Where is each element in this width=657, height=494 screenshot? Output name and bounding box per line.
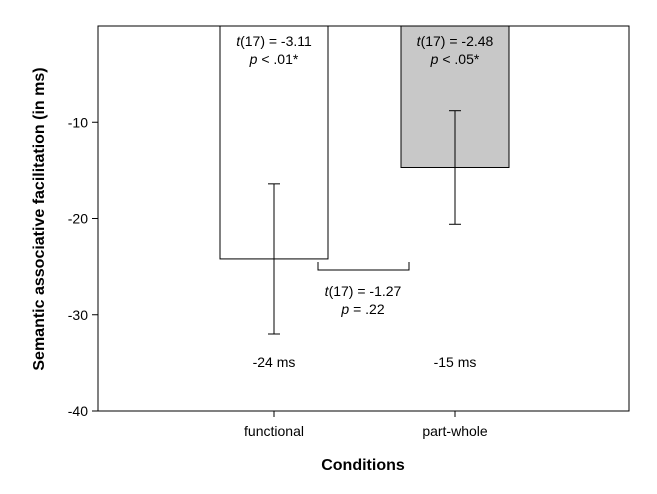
x-tick-label-part-whole: part-whole (422, 423, 488, 439)
plot-area-frame (97, 25, 630, 412)
bar-stat-t-part-whole: t(17) = -2.48 (417, 33, 494, 49)
bar-stat-p-part-whole: p < .05* (430, 51, 480, 67)
y-tick-label: -30 (68, 307, 88, 323)
comparison-bracket (317, 262, 410, 271)
value-label-functional: -24 ms (253, 354, 296, 370)
x-axis-ticks: functional part-whole (244, 411, 488, 439)
y-axis-ticks: -40 -30 -20 -10 (68, 114, 98, 419)
bar-stat-p-functional: p < .01* (249, 51, 299, 67)
annotations-layer: t(17) = -3.11 p < .01* t(17) = -2.48 p < .0… (236, 33, 493, 370)
x-tick-label-functional: functional (244, 423, 304, 439)
x-axis-title: Conditions (321, 457, 405, 474)
y-tick-label: -20 (68, 211, 88, 227)
y-tick-label: -10 (68, 114, 88, 130)
comparison-stat-t: t(17) = -1.27 (325, 283, 402, 299)
error-bars-layer (268, 110, 461, 335)
y-tick-label: -40 (68, 403, 88, 419)
y-axis-title: Semantic associative facilitation (in ms… (31, 67, 48, 370)
bar-stat-t-functional: t(17) = -3.11 (236, 33, 312, 49)
value-label-part-whole: -15 ms (434, 354, 477, 370)
comparison-stat-p: p = .22 (340, 301, 384, 317)
